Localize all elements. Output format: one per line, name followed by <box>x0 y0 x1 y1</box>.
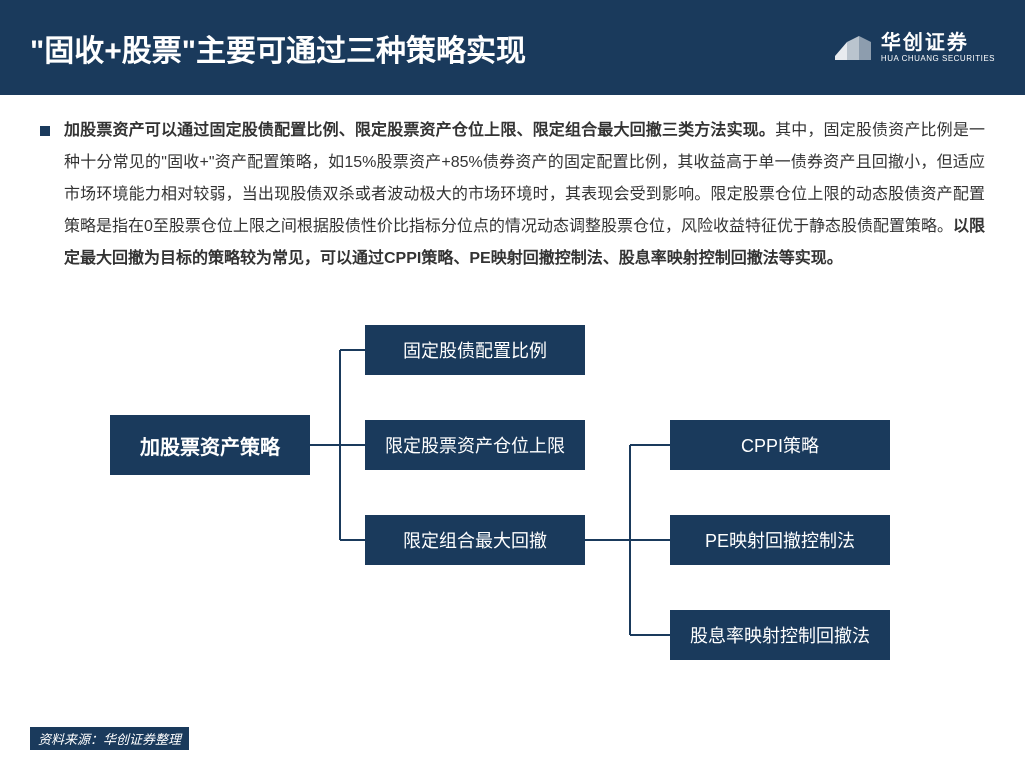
strategy-tree-diagram: 加股票资产策略 固定股债配置比例限定股票资产仓位上限限定组合最大回撤 CPPI策略 P… <box>0 295 1025 675</box>
tree-l2-0: CPPI策略 <box>670 420 890 470</box>
tree-l2-2: 股息率映射控制回撤法 <box>670 610 890 660</box>
tree-l2-1: PE映射回撤控制法 <box>670 515 890 565</box>
tree-l1-2: 限定组合最大回撤 <box>365 515 585 565</box>
slide-title: "固收+股票"主要可通过三种策略实现 <box>30 26 526 70</box>
tree-root: 加股票资产策略 <box>110 415 310 475</box>
logo-cn: 华创证券 <box>881 33 995 53</box>
logo-icon <box>833 32 873 64</box>
tree-l1-1: 限定股票资产仓位上限 <box>365 420 585 470</box>
body-paragraph: 加股票资产可以通过固定股债配置比例、限定股票资产仓位上限、限定组合最大回撤三类方… <box>0 95 1025 285</box>
para-lead-bold: 加股票资产可以通过固定股债配置比例、限定股票资产仓位上限、限定组合最大回撤三类方… <box>64 122 775 139</box>
logo-en: HUA CHUANG SECURITIES <box>881 55 995 63</box>
logo-text: 华创证券 HUA CHUANG SECURITIES <box>881 33 995 63</box>
paragraph-text: 加股票资产可以通过固定股债配置比例、限定股票资产仓位上限、限定组合最大回撤三类方… <box>64 115 985 275</box>
tree-l1-0: 固定股债配置比例 <box>365 325 585 375</box>
company-logo: 华创证券 HUA CHUANG SECURITIES <box>833 32 995 64</box>
source-footnote: 资料来源：华创证券整理 <box>30 727 189 750</box>
bullet-icon <box>40 126 50 136</box>
slide-header: "固收+股票"主要可通过三种策略实现 华创证券 HUA CHUANG SECUR… <box>0 0 1025 95</box>
